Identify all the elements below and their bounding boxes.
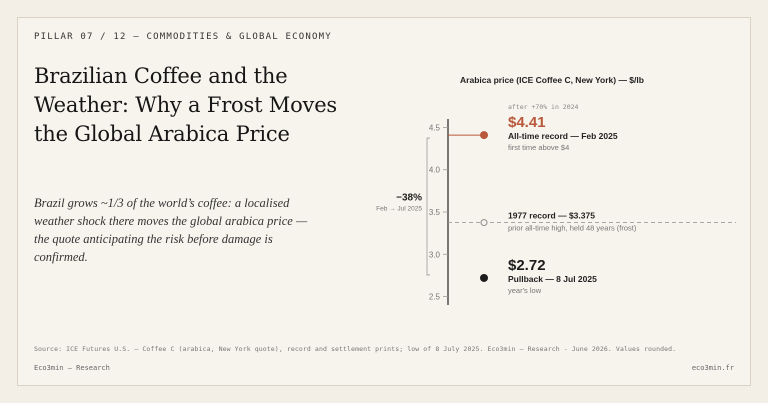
y-tick-label: 3.5 xyxy=(429,208,441,217)
change-period: Feb → Jul 2025 xyxy=(376,206,422,213)
chart-title: Arabica price (ICE Coffee C, New York) —… xyxy=(460,75,644,85)
chart-annotation: after +70% in 2024 xyxy=(508,103,579,111)
y-tick-label: 2.5 xyxy=(429,293,441,302)
change-bracket: −38% Feb → Jul 2025 xyxy=(376,137,430,276)
point-note: year's low xyxy=(508,286,542,295)
y-tick-label: 4.5 xyxy=(429,123,441,132)
point-marker xyxy=(480,273,488,282)
y-axis-ticks: 2.5 3.0 3.5 4.0 4.5 xyxy=(429,123,448,302)
page-title: Brazilian Coffee and the Weather: Why a … xyxy=(34,64,338,146)
footer-brand: Eco3min — Research xyxy=(34,364,110,372)
change-percent: −38% xyxy=(396,193,422,204)
point-label: All-time record — Feb 2025 xyxy=(508,131,618,141)
card-frame: PILLAR 07 / 12 — COMMODITIES & GLOBAL EC… xyxy=(17,17,751,386)
footer-link[interactable]: eco3min.fr xyxy=(691,364,734,372)
point-note: first time above $4 xyxy=(508,143,569,152)
point-note: prior all-time high, held 48 years (fros… xyxy=(508,224,637,233)
page-subtitle: Brazil grows ~1/3 of the world’s coffee:… xyxy=(34,196,308,264)
point-value: $2.72 xyxy=(508,257,546,274)
bracket-line xyxy=(426,137,430,276)
point-marker xyxy=(480,219,488,227)
point-label: Pullback — 8 Jul 2025 xyxy=(508,274,597,284)
point-label: 1977 record — $3.375 xyxy=(508,211,595,221)
pillar-kicker: PILLAR 07 / 12 — COMMODITIES & GLOBAL EC… xyxy=(34,32,332,42)
y-tick-label: 4.0 xyxy=(429,166,441,175)
point-marker xyxy=(480,131,488,140)
source-note: Source: ICE Futures U.S. — Coffee C (ara… xyxy=(34,345,677,353)
point-value: $4.41 xyxy=(508,114,546,131)
y-tick-label: 3.0 xyxy=(429,250,441,259)
price-chart: Arabica price (ICE Coffee C, New York) —… xyxy=(376,75,736,305)
